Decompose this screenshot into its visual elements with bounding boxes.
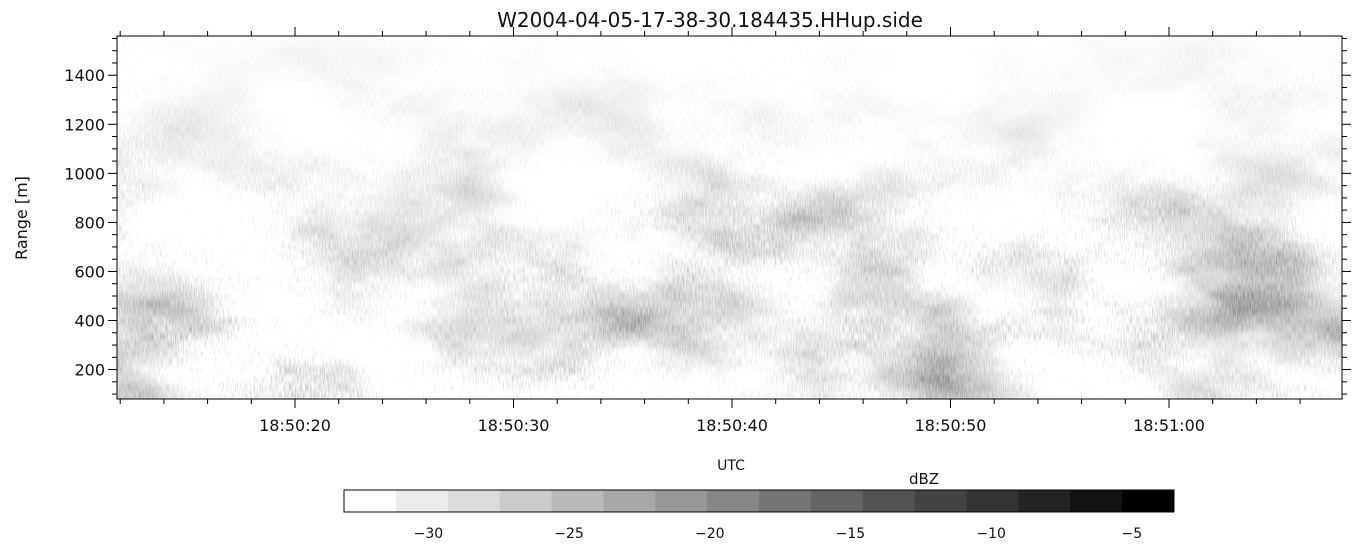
colorbar-tick-label: −15 xyxy=(836,526,866,542)
y-axis-label: Range [m] xyxy=(12,176,31,260)
colorbar-tick-label: −10 xyxy=(976,526,1006,542)
colorbar-level xyxy=(395,490,449,512)
colorbar-level xyxy=(603,490,656,512)
y-tick-label: 1200 xyxy=(64,115,105,134)
colorbar-tick-label: −30 xyxy=(414,526,444,542)
x-tick-label: 18:50:50 xyxy=(915,416,987,435)
y-tick-label: 600 xyxy=(74,262,105,281)
heatmap-area xyxy=(117,36,1342,399)
chart-title: W2004-04-05-17-38-30.184435.HHup.side xyxy=(497,8,923,32)
colorbar-level xyxy=(914,490,967,512)
axes: 200 400 600 800 1000 1200 1400 18:50:20 18:50:30… xyxy=(64,27,1351,435)
y-tick-label: 400 xyxy=(74,312,105,331)
colorbar-level xyxy=(551,490,604,512)
colorbar-level xyxy=(1018,490,1071,512)
y-tick-label: 800 xyxy=(74,213,105,232)
colorbar-level xyxy=(1070,490,1123,512)
x-tick-label: 18:50:40 xyxy=(696,416,768,435)
colorbar-level xyxy=(966,490,1019,512)
colorbar-level xyxy=(707,490,760,512)
colorbar-tick-label: −25 xyxy=(554,526,584,542)
colorbar-level xyxy=(344,490,397,512)
colorbar: −30 −25 −20 −15 −10 −5 xyxy=(343,489,1175,542)
colorbar-level xyxy=(759,490,812,512)
y-tick-label: 200 xyxy=(74,361,105,380)
x-tick-label: 18:51:00 xyxy=(1133,416,1205,435)
x-axis-label: UTC xyxy=(717,458,745,474)
colorbar-level xyxy=(862,490,916,512)
weak-echo-overlay xyxy=(117,36,1342,399)
colorbar-level xyxy=(655,490,708,512)
y-tick-label: 1000 xyxy=(64,164,105,183)
x-tick-label: 18:50:30 xyxy=(478,416,550,435)
y-tick-label: 1400 xyxy=(64,66,105,85)
colorbar-tick-label: −5 xyxy=(1121,526,1142,542)
colorbar-level xyxy=(1122,490,1175,512)
colorbar-level xyxy=(447,490,501,512)
x-tick-label: 18:50:20 xyxy=(259,416,331,435)
colorbar-tick-label: −20 xyxy=(695,526,725,542)
colorbar-label: dBZ xyxy=(909,470,939,488)
colorbar-level xyxy=(810,490,864,512)
plot-frame xyxy=(116,35,1343,400)
colorbar-level xyxy=(499,490,552,512)
colorbar-frame xyxy=(343,489,1175,513)
